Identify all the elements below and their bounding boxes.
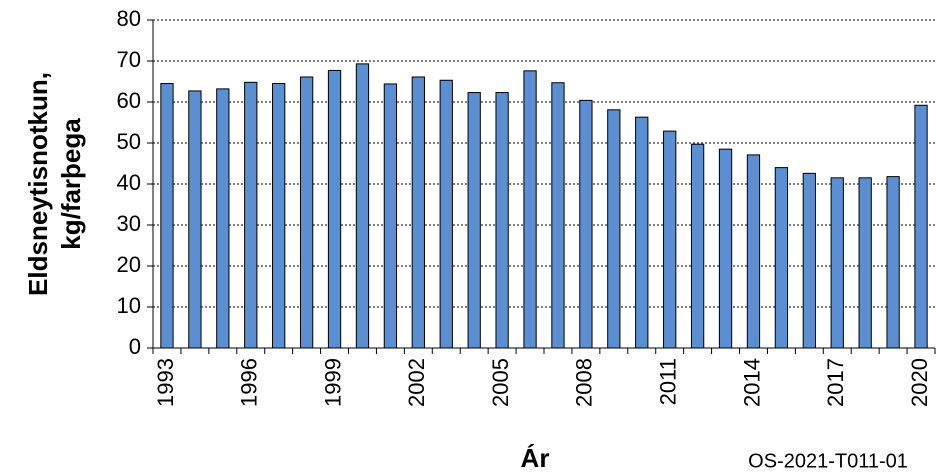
bar [579,99,593,349]
x-tick-label: 2008 [572,358,597,407]
y-tick-label: 80 [117,6,141,31]
bar [663,130,677,349]
bar [635,116,649,349]
bar [467,92,481,349]
bar [244,81,258,349]
bar [690,143,705,349]
y-tick-label: 40 [117,170,141,195]
y-axis-label: kg/farþega [56,118,86,250]
x-tick-label: 1999 [320,358,345,407]
x-tick-label: 2002 [404,358,429,407]
bar [551,82,565,349]
annotation: OS-2021-T011-01 [748,450,908,472]
bar [439,79,453,349]
bar [746,154,761,349]
bar [383,83,398,349]
bar [188,90,202,349]
x-tick-label: 2020 [907,358,932,407]
bar [411,76,425,349]
y-tick-label: 60 [117,88,141,113]
bar [802,172,816,349]
bar [774,167,789,349]
bar [327,69,342,349]
bar [718,148,733,349]
bar [216,88,230,349]
bar [607,109,621,349]
y-tick-label: 20 [117,252,141,277]
bar [858,177,872,349]
bar [160,83,174,349]
bar [523,70,537,349]
x-tick-label: 2011 [655,358,680,405]
x-tick-label: 1993 [153,358,178,407]
y-tick-label: 50 [117,129,141,154]
bar [299,76,314,349]
x-tick-label: 1996 [237,358,262,407]
bar [355,63,370,349]
y-tick-label: 10 [117,293,141,318]
x-axis-label: Ár [521,443,550,473]
bar [886,176,900,349]
y-tick-label: 70 [117,47,141,72]
y-tick-label: 0 [129,334,141,359]
bar [495,92,509,349]
x-tick-label: 2005 [488,358,513,407]
x-tick-label: 2017 [823,358,848,407]
x-tick-label: 2014 [739,358,764,407]
bar [914,104,928,349]
bar [830,177,844,349]
bar [272,83,286,349]
y-axis-label: Eldsneytisnotkun, [23,72,53,296]
y-tick-label: 30 [117,211,141,236]
